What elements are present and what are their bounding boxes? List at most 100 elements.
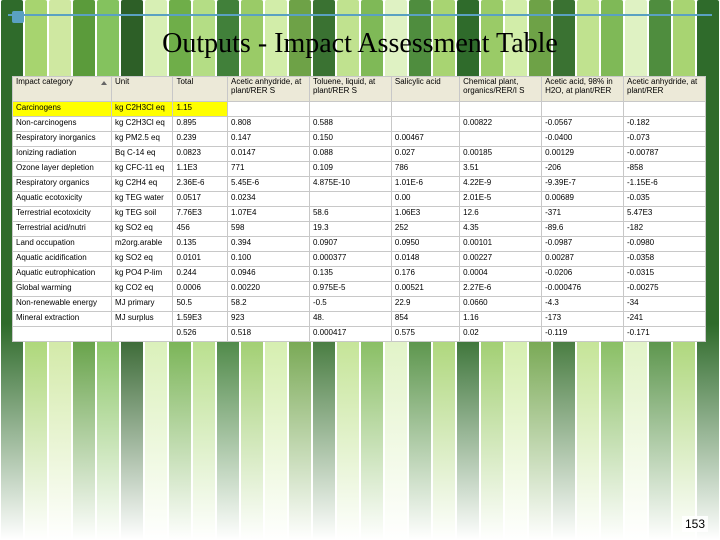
- accent-bar: [8, 14, 712, 20]
- table-cell: 3.51: [460, 162, 542, 177]
- table-cell: 1.1E3: [173, 162, 228, 177]
- table-row[interactable]: Terrestrial ecotoxicitykg TEG soil7.76E3…: [13, 207, 706, 222]
- table-cell: 1.06E3: [391, 207, 459, 222]
- table-cell: 0.147: [228, 132, 310, 147]
- table-row[interactable]: Respiratory organicskg C2H4 eq2.36E-65.4…: [13, 177, 706, 192]
- table-row[interactable]: Non-renewable energyMJ primary50.558.2-0…: [13, 297, 706, 312]
- table-cell: -182: [624, 222, 706, 237]
- table-cell: 0.135: [173, 237, 228, 252]
- table-cell: [112, 327, 173, 342]
- table-cell: 0.027: [391, 147, 459, 162]
- table-cell: -89.6: [542, 222, 624, 237]
- table-cell: Aquatic acidification: [13, 252, 112, 267]
- table-cell: kg C2H3Cl eq: [112, 102, 173, 117]
- table-cell: 0.088: [309, 147, 391, 162]
- table-cell: 58.6: [309, 207, 391, 222]
- table-cell: 0.244: [173, 267, 228, 282]
- table-cell: 4.35: [460, 222, 542, 237]
- table-cell: 4.22E-9: [460, 177, 542, 192]
- table-cell: kg PM2.5 eq: [112, 132, 173, 147]
- table-cell: 12.6: [460, 207, 542, 222]
- table-cell: Aquatic ecotoxicity: [13, 192, 112, 207]
- col-header-toluene[interactable]: Toluene, liquid, at plant/RER S: [309, 77, 391, 102]
- table-cell: 48.: [309, 312, 391, 327]
- table-row[interactable]: Mineral extractionMJ surplus1.59E392348.…: [13, 312, 706, 327]
- table-row[interactable]: Ionizing radiationBq C-14 eq0.08230.0147…: [13, 147, 706, 162]
- table-cell: 1.01E-6: [391, 177, 459, 192]
- table-cell: 854: [391, 312, 459, 327]
- table-cell: Ozone layer depletion: [13, 162, 112, 177]
- table-cell: 0.895: [173, 117, 228, 132]
- table-cell: Carcinogens: [13, 102, 112, 117]
- col-header-acetic-acid[interactable]: Acetic acid, 98% in H2O, at plant/RER: [542, 77, 624, 102]
- table-row[interactable]: Non-carcinogenskg C2H3Cl eq0.8950.8080.5…: [13, 117, 706, 132]
- table-cell: 1.16: [460, 312, 542, 327]
- table-cell: Land occupation: [13, 237, 112, 252]
- table-cell: -0.0315: [624, 267, 706, 282]
- accent-bullet-icon: [12, 11, 24, 23]
- impact-table: Impact category Unit Total Acetic anhydr…: [12, 76, 706, 342]
- table-cell: 0.00185: [460, 147, 542, 162]
- table-row[interactable]: Aquatic acidificationkg SO2 eq0.01010.10…: [13, 252, 706, 267]
- table-cell: [624, 102, 706, 117]
- table-cell: 0.0946: [228, 267, 310, 282]
- col-header-impact-category[interactable]: Impact category: [13, 77, 112, 102]
- table-cell: -0.0206: [542, 267, 624, 282]
- page-number: 153: [682, 516, 708, 532]
- table-row[interactable]: Terrestrial acid/nutrikg SO2 eq45659819.…: [13, 222, 706, 237]
- table-row[interactable]: Aquatic eutrophicationkg PO4 P-lim0.2440…: [13, 267, 706, 282]
- table-cell: 598: [228, 222, 310, 237]
- table-row[interactable]: Respiratory inorganicskg PM2.5 eq0.2390.…: [13, 132, 706, 147]
- table-cell: Aquatic eutrophication: [13, 267, 112, 282]
- table-cell: 0.0907: [309, 237, 391, 252]
- table-cell: 7.76E3: [173, 207, 228, 222]
- table-cell: 0.0517: [173, 192, 228, 207]
- table-cell: Non-renewable energy: [13, 297, 112, 312]
- table-cell: -0.182: [624, 117, 706, 132]
- table-cell: -0.00787: [624, 147, 706, 162]
- table-cell: -4.3: [542, 297, 624, 312]
- table-cell: 0.109: [309, 162, 391, 177]
- table-cell: -1.15E-6: [624, 177, 706, 192]
- table-cell: -0.0567: [542, 117, 624, 132]
- table-cell: 0.00220: [228, 282, 310, 297]
- table-cell: kg C2H4 eq: [112, 177, 173, 192]
- table-cell: 0.135: [309, 267, 391, 282]
- table-cell: 1.59E3: [173, 312, 228, 327]
- table-row[interactable]: Land occupationm2org.arable0.1350.3940.0…: [13, 237, 706, 252]
- col-header-total[interactable]: Total: [173, 77, 228, 102]
- table-row[interactable]: 0.5260.5180.0004170.5750.02-0.119-0.171: [13, 327, 706, 342]
- table-cell: kg SO2 eq: [112, 252, 173, 267]
- col-header-salicylic[interactable]: Salicylic acid: [391, 77, 459, 102]
- table-cell: [460, 102, 542, 117]
- table-header-row: Impact category Unit Total Acetic anhydr…: [13, 77, 706, 102]
- col-header-acetic-anhydride[interactable]: Acetic anhydride, at plant/RER S: [228, 77, 310, 102]
- table-cell: -206: [542, 162, 624, 177]
- table-cell: MJ surplus: [112, 312, 173, 327]
- table-cell: -34: [624, 297, 706, 312]
- table-cell: 0.0148: [391, 252, 459, 267]
- table-cell: 58.2: [228, 297, 310, 312]
- table-cell: 22.9: [391, 297, 459, 312]
- table-cell: 0.239: [173, 132, 228, 147]
- table-cell: [309, 102, 391, 117]
- table-cell: -0.119: [542, 327, 624, 342]
- impact-table-container: Impact category Unit Total Acetic anhydr…: [12, 76, 706, 342]
- table-cell: 0.975E-5: [309, 282, 391, 297]
- table-cell: Respiratory inorganics: [13, 132, 112, 147]
- table-row[interactable]: Ozone layer depletionkg CFC-11 eq1.1E377…: [13, 162, 706, 177]
- col-header-chemical-plant[interactable]: Chemical plant, organics/RER/I S: [460, 77, 542, 102]
- table-cell: [542, 102, 624, 117]
- table-cell: [228, 102, 310, 117]
- table-cell: 0.575: [391, 327, 459, 342]
- table-cell: Terrestrial ecotoxicity: [13, 207, 112, 222]
- table-cell: -0.0987: [542, 237, 624, 252]
- table-cell: -9.39E-7: [542, 177, 624, 192]
- table-cell: 0.00129: [542, 147, 624, 162]
- table-row[interactable]: Aquatic ecotoxicitykg TEG water0.05170.0…: [13, 192, 706, 207]
- table-row[interactable]: Global warmingkg CO2 eq0.00060.002200.97…: [13, 282, 706, 297]
- table-cell: 0.0823: [173, 147, 228, 162]
- table-row[interactable]: Carcinogenskg C2H3Cl eq1.15: [13, 102, 706, 117]
- col-header-acetic-anhydride-2[interactable]: Acetic anhydride, at plant/RER: [624, 77, 706, 102]
- col-header-unit[interactable]: Unit: [112, 77, 173, 102]
